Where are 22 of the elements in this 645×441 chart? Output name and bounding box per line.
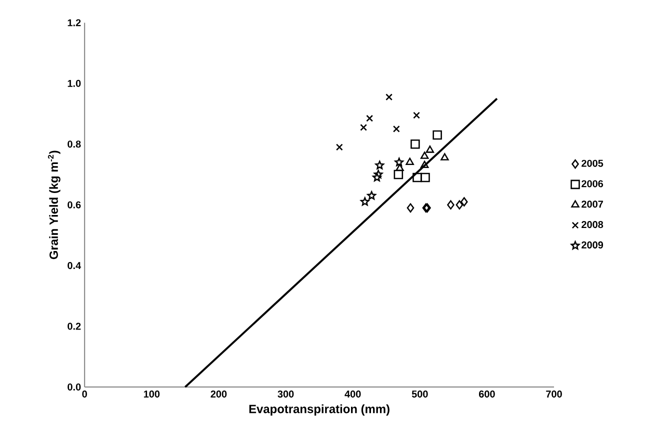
- y-tick-label: 0.0: [68, 383, 81, 391]
- y-axis-title: Grain Yield (kg m$^{-2}$): [48, 150, 60, 260]
- x-tick-label: 700: [546, 390, 562, 398]
- y-tick-label: 1.0: [68, 80, 81, 87]
- x-tick-label: 400: [344, 390, 361, 398]
- x-tick-label: 0: [82, 390, 87, 398]
- legend-label: 2008: [582, 221, 604, 228]
- legend-label: 2007: [582, 200, 603, 208]
- y-tick-label: 0.8: [68, 140, 81, 148]
- legend-label: 2006: [582, 180, 604, 188]
- y-tick-label: 0.4: [68, 262, 82, 270]
- x-tick-label: 500: [412, 390, 428, 398]
- x-axis-title: Evapotranspiration (mm): [249, 404, 390, 416]
- x-tick-label: 200: [210, 390, 227, 398]
- legend-label: 2009: [582, 241, 604, 248]
- legend-label: 2005: [582, 160, 604, 167]
- y-tick-label: 0.6: [68, 201, 81, 208]
- y-tick-label: 0.2: [68, 322, 81, 330]
- x-tick-label: 300: [278, 390, 294, 398]
- x-tick-label: 600: [478, 390, 495, 398]
- y-tick-label: 1.2: [68, 19, 81, 26]
- x-tick-label: 100: [144, 390, 160, 398]
